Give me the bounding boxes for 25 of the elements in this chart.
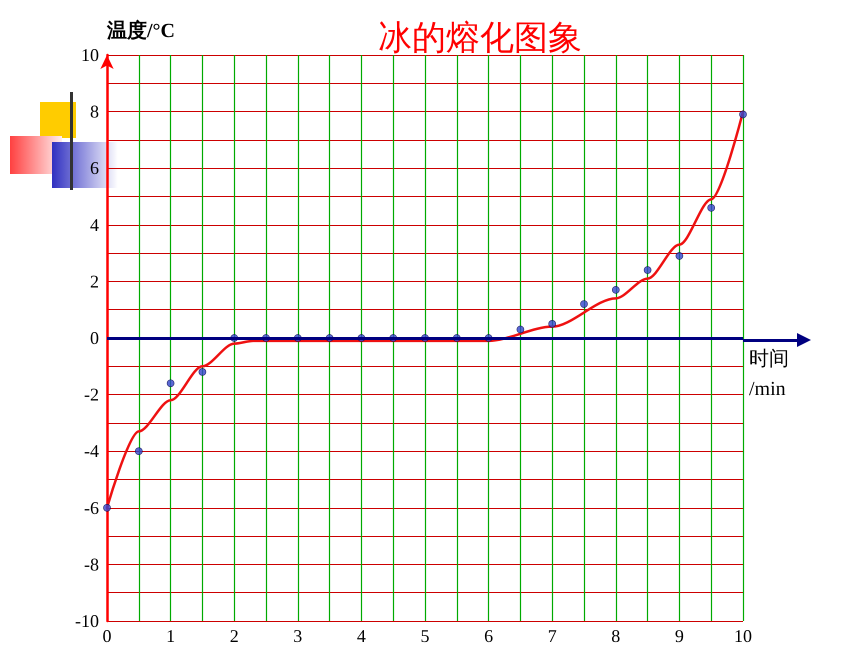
y-axis-title: 温度/°C xyxy=(106,19,175,42)
y-tick-label: -10 xyxy=(75,611,99,631)
y-tick-label: -4 xyxy=(84,441,99,462)
x-tick-label: 0 xyxy=(102,626,112,645)
x-tick-label: 7 xyxy=(548,626,557,645)
y-tick-label: 0 xyxy=(90,328,99,348)
x-tick-label: 1 xyxy=(166,626,176,645)
x-tick-label: 2 xyxy=(230,626,239,645)
y-tick-label: 8 xyxy=(90,102,99,122)
y-tick-label: 2 xyxy=(90,271,99,292)
chart-title: 冰的熔化图象 xyxy=(378,18,582,58)
y-tick-label: 10 xyxy=(81,45,99,65)
x-tick-label: 8 xyxy=(611,626,620,645)
x-tick-label: 6 xyxy=(484,626,494,645)
x-tick-label: 4 xyxy=(356,626,366,645)
x-tick-label: 5 xyxy=(420,626,430,645)
x-tick-label: 10 xyxy=(734,626,752,645)
x-axis-title: 时间 /min xyxy=(749,348,789,400)
y-tick-label: -8 xyxy=(84,554,99,574)
y-tick-label: 6 xyxy=(90,158,99,178)
x-tick-label: 3 xyxy=(293,626,302,645)
y-tick-label: -6 xyxy=(84,498,99,518)
y-tick-label: 4 xyxy=(90,214,99,235)
y-tick-label: -2 xyxy=(84,384,99,405)
x-tick-label: 9 xyxy=(674,626,684,645)
